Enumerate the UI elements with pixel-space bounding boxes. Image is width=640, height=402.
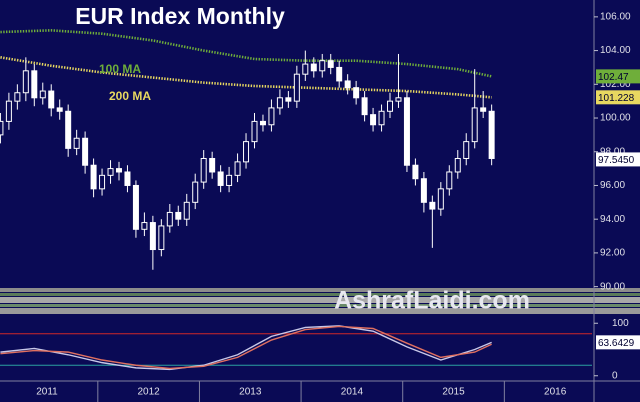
y-tick-label: 102.00 [600, 79, 631, 90]
panel-divider [0, 304, 640, 307]
candle-body [293, 73, 300, 102]
ma-label: 200 MA [109, 89, 151, 103]
y-tick-label: 0 [612, 370, 618, 381]
candle-body [175, 211, 182, 220]
candle-body [124, 171, 131, 186]
candle-body [327, 60, 334, 68]
y-tick-label: 100 [612, 318, 629, 329]
candle-body [82, 137, 89, 166]
candle-body [437, 188, 444, 210]
candle-body [344, 80, 351, 89]
candle-body [276, 97, 283, 109]
candle-body [39, 90, 46, 99]
candle-body [387, 100, 394, 112]
candle-body [209, 157, 216, 173]
candle-body [446, 171, 453, 190]
candle-body [378, 110, 385, 126]
candle-body [166, 211, 173, 227]
candle-body [429, 201, 436, 210]
candle-body [370, 114, 377, 126]
y-tick-label: 104.00 [600, 45, 631, 56]
x-tick-label: 2012 [138, 387, 161, 398]
y-tick-label: 92.00 [600, 248, 625, 259]
candle-body [107, 168, 114, 176]
candle-body [302, 63, 309, 75]
candle-body [463, 141, 470, 159]
candle-body [217, 171, 224, 186]
end-label: 101.228 [598, 93, 635, 104]
candle-body [115, 168, 122, 173]
candle-body [353, 87, 360, 99]
candle-body [480, 107, 487, 112]
chart-title: EUR Index Monthly [75, 3, 285, 29]
oscillator-line [0, 325, 492, 371]
candle-body [319, 60, 326, 72]
candle-body [234, 161, 241, 176]
candle-body [412, 164, 419, 180]
candle-body [285, 97, 292, 102]
candle-body [99, 174, 106, 190]
candle-body [14, 92, 21, 102]
candle-body [22, 70, 29, 94]
x-tick-label: 2014 [341, 387, 364, 398]
oscillator-line [0, 325, 492, 370]
end-label: 97.5450 [598, 155, 635, 166]
candle-body [56, 107, 63, 112]
candle-body [158, 225, 165, 251]
candle-body [488, 110, 495, 159]
end-label: 102.47 [598, 72, 629, 83]
candle-body [48, 90, 55, 109]
candle-body [226, 174, 233, 186]
candle-body [132, 184, 139, 230]
end-label-box [596, 90, 640, 105]
candle-body [454, 157, 461, 173]
candle-body [5, 100, 12, 122]
x-tick-label: 2015 [442, 387, 465, 398]
candle-body [403, 97, 410, 166]
candle-body [336, 66, 343, 82]
candle-body [73, 137, 80, 149]
candle-body [251, 120, 258, 143]
y-tick-label: 98.00 [600, 146, 625, 157]
candle-body [243, 141, 250, 163]
panel-divider [0, 297, 640, 303]
panel-divider [0, 293, 640, 296]
moving-average [0, 56, 492, 99]
panel-divider [0, 308, 640, 314]
y-tick-label: 100.00 [600, 113, 631, 124]
candle-body [420, 178, 427, 203]
candle-body [90, 164, 97, 190]
candle-body [268, 107, 275, 126]
candle-body [310, 63, 317, 72]
x-tick-label: 2013 [239, 387, 262, 398]
watermark: AshrafLaidi.com [334, 287, 530, 315]
moving-average [0, 29, 492, 78]
candle-body [361, 97, 368, 116]
end-label: 63.6429 [598, 338, 635, 349]
y-tick-label: 106.00 [600, 12, 631, 23]
end-label-box [596, 335, 640, 350]
candle-body [259, 120, 266, 126]
end-label-box [596, 69, 640, 84]
candle-body [471, 107, 478, 143]
candle-body [200, 157, 207, 183]
candle-body [0, 120, 4, 136]
end-label-box [596, 152, 640, 167]
candle-body [65, 110, 72, 149]
x-tick-label: 2016 [544, 387, 567, 398]
ma-label: 100 MA [99, 62, 141, 76]
panel-divider [0, 288, 640, 292]
y-tick-label: 96.00 [600, 180, 625, 191]
candle-body [395, 97, 402, 102]
y-tick-label: 94.00 [600, 214, 625, 225]
candle-body [192, 181, 199, 203]
x-tick-label: 2011 [36, 387, 58, 398]
y-tick-label: 90.00 [600, 281, 625, 292]
candle-body [31, 70, 38, 99]
candle-body [183, 201, 190, 220]
candle-body [141, 222, 148, 230]
candle-body [149, 222, 156, 251]
